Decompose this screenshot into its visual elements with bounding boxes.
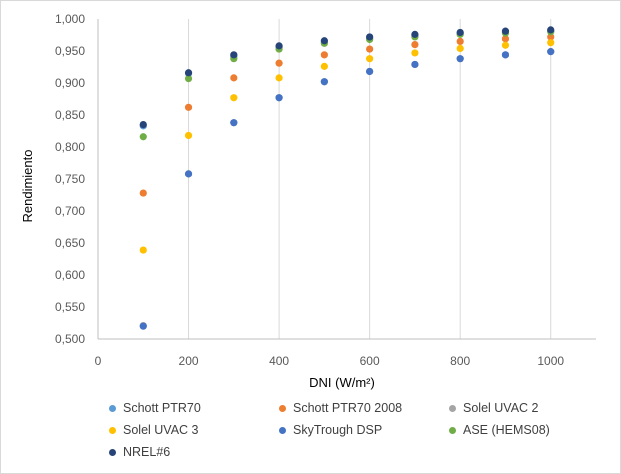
data-point bbox=[184, 103, 193, 111]
x-tick-labels: 0 200 400 600 800 1000 bbox=[95, 354, 565, 368]
data-point bbox=[139, 121, 147, 129]
data-point bbox=[411, 60, 419, 69]
data-point bbox=[366, 67, 374, 76]
legend-label: ASE (HEMS08) bbox=[463, 423, 550, 437]
legend-label: SkyTrough DSP bbox=[293, 423, 383, 437]
x-tick-label: 200 bbox=[179, 354, 199, 368]
legend-item: ASE (HEMS08) bbox=[449, 422, 609, 438]
data-point bbox=[320, 51, 328, 59]
data-point bbox=[184, 131, 193, 140]
data-point bbox=[275, 59, 283, 67]
legend-item: Solel UVAC 2 bbox=[449, 400, 609, 416]
data-point bbox=[501, 51, 510, 59]
x-tick-label: 1000 bbox=[537, 354, 564, 368]
data-point bbox=[366, 55, 374, 63]
legend-marker bbox=[109, 448, 116, 456]
gridlines bbox=[188, 19, 552, 339]
data-point bbox=[139, 322, 147, 330]
y-tick-label: 0,850 bbox=[55, 108, 85, 122]
data-points bbox=[139, 26, 555, 330]
data-point bbox=[366, 33, 374, 41]
axes bbox=[97, 19, 596, 340]
legend-label: NREL#6 bbox=[123, 445, 171, 459]
data-point bbox=[501, 27, 510, 35]
data-point bbox=[456, 37, 464, 46]
y-tick-label: 0,900 bbox=[55, 76, 85, 90]
data-point bbox=[501, 35, 510, 43]
legend-item: Schott PTR70 bbox=[109, 400, 279, 416]
data-point bbox=[184, 69, 193, 77]
y-tick-label: 0,650 bbox=[55, 236, 85, 250]
data-point bbox=[275, 94, 283, 102]
legend-marker bbox=[449, 426, 456, 434]
data-point bbox=[184, 170, 193, 178]
y-tick-label: 1,000 bbox=[55, 12, 85, 26]
data-point bbox=[547, 39, 555, 47]
y-tick-label: 0,500 bbox=[55, 332, 85, 346]
data-point bbox=[456, 55, 464, 63]
data-point bbox=[230, 94, 238, 102]
data-point bbox=[547, 33, 555, 41]
y-tick-label: 0,800 bbox=[55, 140, 85, 154]
data-point bbox=[320, 78, 328, 86]
data-point bbox=[456, 44, 464, 53]
legend-label: Schott PTR70 2008 bbox=[293, 401, 403, 415]
x-axis-title: DNI (W/m²) bbox=[309, 375, 375, 390]
legend-item: Solel UVAC 3 bbox=[109, 422, 279, 438]
x-tick-label: 0 bbox=[95, 354, 102, 368]
data-point bbox=[275, 74, 283, 82]
data-point bbox=[139, 133, 147, 141]
x-tick-label: 400 bbox=[269, 354, 289, 368]
legend-item: Schott PTR70 2008 bbox=[279, 400, 449, 416]
data-point bbox=[547, 48, 555, 56]
legend-item: NREL#6 bbox=[109, 444, 279, 460]
y-tick-label: 0,750 bbox=[55, 172, 85, 186]
y-tick-labels: 0,500 0,550 0,600 0,650 0,700 0,750 0,800 0,850… bbox=[55, 12, 85, 346]
data-point bbox=[139, 189, 147, 197]
legend-marker bbox=[109, 404, 116, 412]
x-tick-label: 800 bbox=[450, 354, 470, 368]
data-point bbox=[501, 41, 510, 49]
data-point bbox=[275, 42, 283, 50]
data-point bbox=[411, 41, 419, 49]
legend-item: SkyTrough DSP bbox=[279, 422, 449, 438]
data-point bbox=[230, 74, 238, 82]
data-point bbox=[139, 246, 147, 254]
data-point bbox=[366, 45, 374, 53]
data-point bbox=[547, 26, 555, 34]
data-point bbox=[230, 119, 238, 127]
data-point bbox=[411, 30, 419, 38]
legend-marker bbox=[279, 426, 286, 434]
x-tick-label: 600 bbox=[360, 354, 380, 368]
legend-marker bbox=[449, 404, 456, 412]
legend-label: Solel UVAC 2 bbox=[463, 401, 539, 415]
y-tick-label: 0,550 bbox=[55, 300, 85, 314]
data-point bbox=[320, 37, 328, 45]
data-point bbox=[184, 74, 193, 83]
data-point bbox=[320, 62, 328, 70]
legend-label: Solel UVAC 3 bbox=[123, 423, 199, 437]
data-point bbox=[230, 51, 238, 59]
legend-marker bbox=[109, 426, 116, 434]
data-point bbox=[456, 28, 464, 37]
legend: Schott PTR70 Schott PTR70 2008 Solel UVAC … bbox=[109, 400, 609, 460]
legend-label: Schott PTR70 bbox=[123, 401, 201, 415]
y-tick-label: 0,950 bbox=[55, 44, 85, 58]
legend-marker bbox=[279, 404, 286, 412]
data-point bbox=[411, 49, 419, 57]
y-tick-label: 0,700 bbox=[55, 204, 85, 218]
y-axis-title: Rendimiento bbox=[20, 150, 35, 223]
y-tick-label: 0,600 bbox=[55, 268, 85, 282]
